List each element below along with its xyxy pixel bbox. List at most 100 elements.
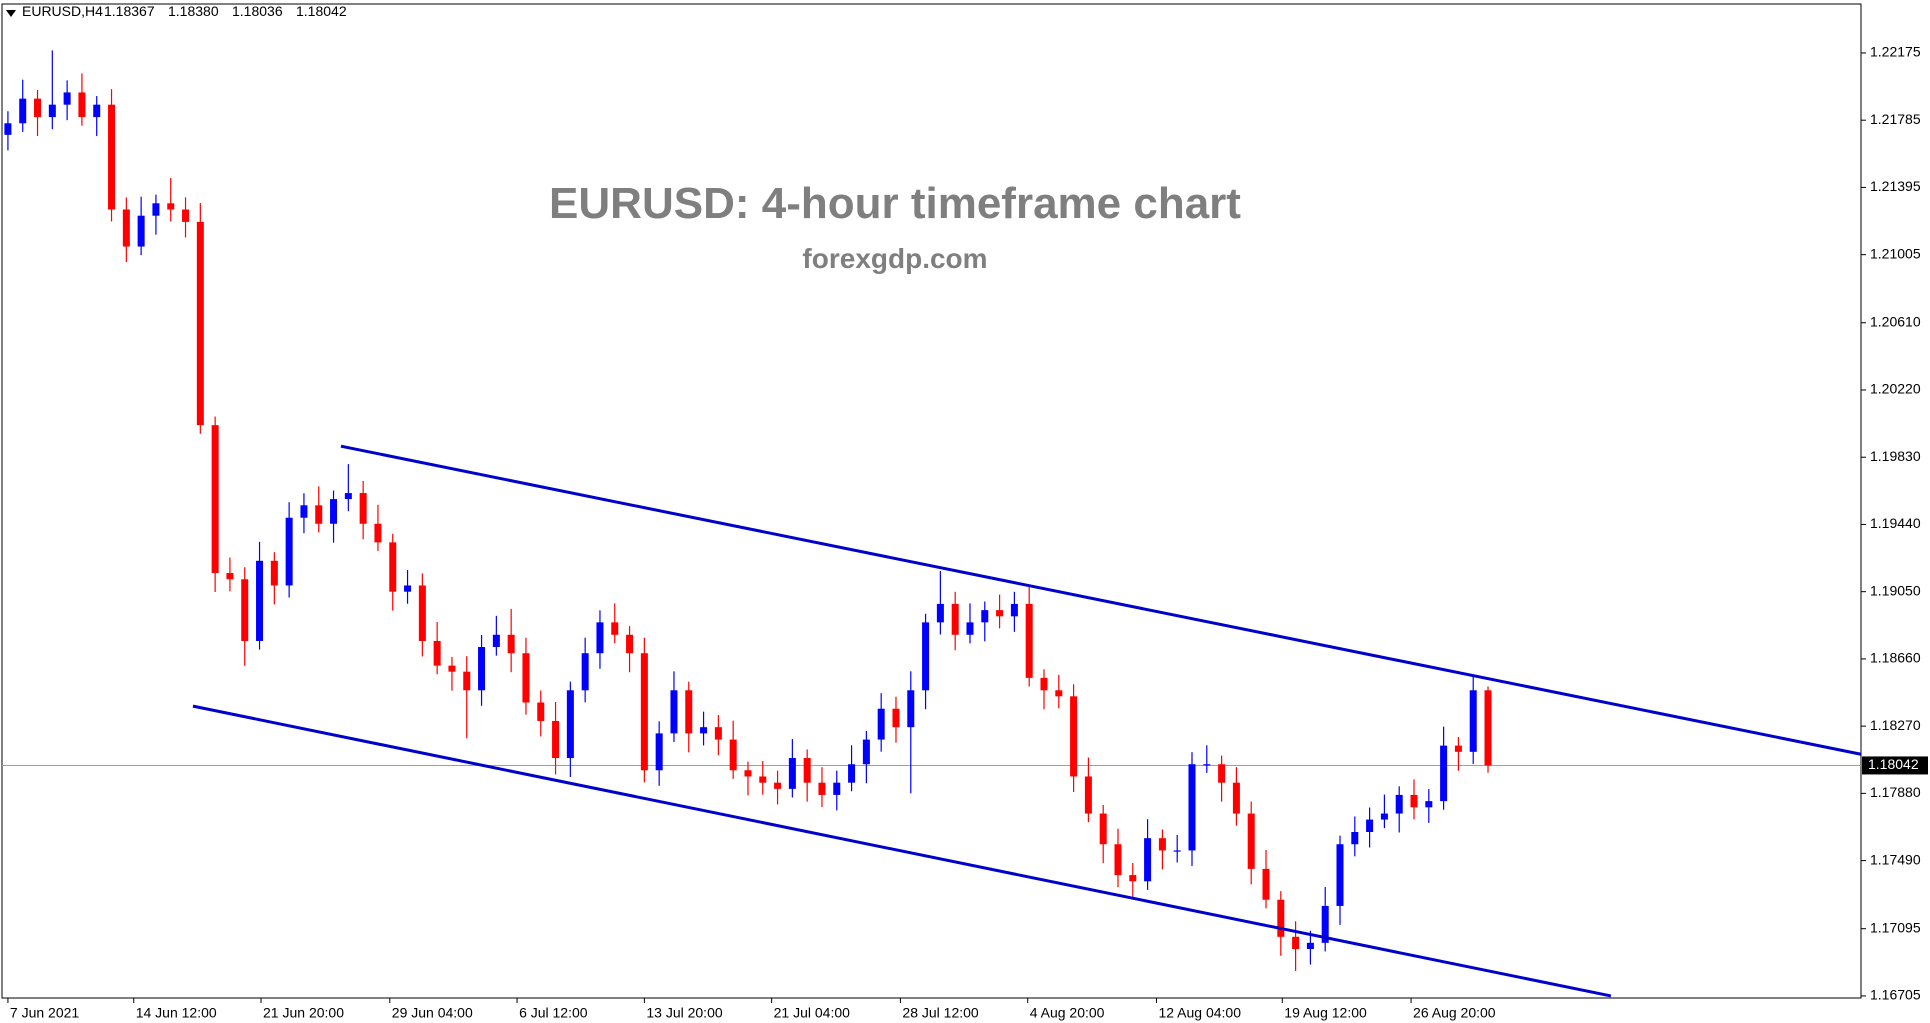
candle-body [478, 647, 486, 691]
header-value: 1.18380 [168, 3, 219, 19]
candle-body [1395, 794, 1403, 814]
candle-body [1306, 942, 1314, 950]
y-tick-label: 1.20610 [1870, 313, 1921, 329]
candle-body [1010, 603, 1018, 617]
candle-body [463, 671, 471, 691]
candle-body [374, 523, 382, 543]
candle-body [1351, 831, 1359, 845]
candle-body [389, 542, 397, 592]
candle-body [152, 203, 160, 216]
x-tick-label: 21 Jul 04:00 [774, 1005, 850, 1021]
x-tick-label: 19 Aug 12:00 [1284, 1005, 1367, 1021]
candle-body [1158, 838, 1166, 851]
candle-body [1070, 696, 1078, 777]
candle-body [714, 727, 722, 740]
candle-body [640, 653, 648, 771]
candle-body [996, 610, 1004, 617]
candle-body [226, 573, 234, 580]
y-tick-label: 1.17880 [1870, 784, 1921, 800]
y-tick-label: 1.19830 [1870, 448, 1921, 464]
candle-body [907, 690, 915, 728]
y-tick-label: 1.18270 [1870, 717, 1921, 733]
x-tick-label: 14 Jun 12:00 [136, 1005, 217, 1021]
candle-body [93, 104, 101, 118]
chart-title: EURUSD: 4-hour timeframe chart [549, 179, 1241, 228]
candle-body [196, 221, 204, 426]
candle-body [1410, 794, 1418, 808]
candle-body [552, 720, 560, 759]
candle-body [862, 739, 870, 765]
candle-body [404, 585, 412, 592]
header-value: 1.18367 [104, 3, 155, 19]
candle-body [1336, 844, 1344, 906]
candle-body [685, 690, 693, 734]
candle-body [1218, 764, 1226, 783]
candle-body [626, 634, 634, 654]
y-tick-label: 1.21395 [1870, 178, 1921, 194]
candle-body [1173, 850, 1181, 852]
candle-body [1232, 782, 1240, 814]
candle-body [330, 499, 338, 524]
y-tick-label: 1.17490 [1870, 851, 1921, 867]
candle-body [788, 758, 796, 789]
candle-body [211, 425, 219, 574]
candle-body [774, 782, 782, 789]
candle-body [300, 505, 308, 518]
candle-body [803, 758, 811, 783]
y-tick-label: 1.17095 [1870, 919, 1921, 935]
candle-body [951, 603, 959, 635]
y-tick-label: 1.20220 [1870, 381, 1921, 397]
candle-body [1440, 745, 1448, 802]
candle-body [78, 92, 86, 118]
candle-body [936, 603, 944, 623]
candle-body [63, 92, 71, 105]
x-tick-label: 4 Aug 20:00 [1030, 1005, 1105, 1021]
x-tick-label: 26 Aug 20:00 [1413, 1005, 1496, 1021]
candle-body [966, 622, 974, 635]
candle-body [137, 215, 145, 247]
header-value: 1.18042 [296, 3, 347, 19]
candle-body [611, 622, 619, 635]
candle-body [19, 98, 27, 124]
candle-body [359, 493, 367, 524]
header-value: 1.18036 [232, 3, 283, 19]
y-tick-label: 1.21785 [1870, 111, 1921, 127]
candle-body [892, 708, 900, 728]
candle-body [1425, 801, 1433, 808]
candle-body [566, 690, 574, 759]
y-tick-label: 1.21005 [1870, 245, 1921, 261]
trendline [340, 444, 1862, 756]
y-tick-label: 1.22175 [1870, 44, 1921, 60]
candle-body [833, 782, 841, 795]
candle-body [418, 585, 426, 641]
candle-body [1454, 745, 1462, 752]
candle-body [1203, 764, 1211, 766]
candle-body [848, 764, 856, 783]
candle-body [1055, 690, 1063, 697]
x-tick-label: 6 Jul 12:00 [519, 1005, 588, 1021]
candle-body [270, 560, 278, 586]
x-tick-label: 12 Aug 04:00 [1158, 1005, 1241, 1021]
candle-body [537, 702, 545, 721]
candle-body [344, 493, 352, 500]
candle-body [285, 517, 293, 586]
x-tick-label: 7 Jun 2021 [10, 1005, 79, 1021]
candle-body [922, 622, 930, 691]
candle-body [48, 104, 56, 118]
candle-body [655, 733, 663, 771]
last-price-box [1862, 756, 1928, 775]
plot-frame [1, 3, 1862, 999]
candle-body [522, 653, 530, 703]
candle-body [1025, 603, 1033, 678]
x-tick-label: 29 Jun 04:00 [392, 1005, 473, 1021]
candle-body [1114, 844, 1122, 876]
candle-body [1292, 936, 1300, 950]
candle-body [1262, 868, 1270, 900]
candle-body [729, 739, 737, 771]
candle-body [167, 203, 175, 210]
candle-body [1247, 813, 1255, 869]
candle-body [122, 209, 130, 247]
candle-body [448, 665, 456, 672]
